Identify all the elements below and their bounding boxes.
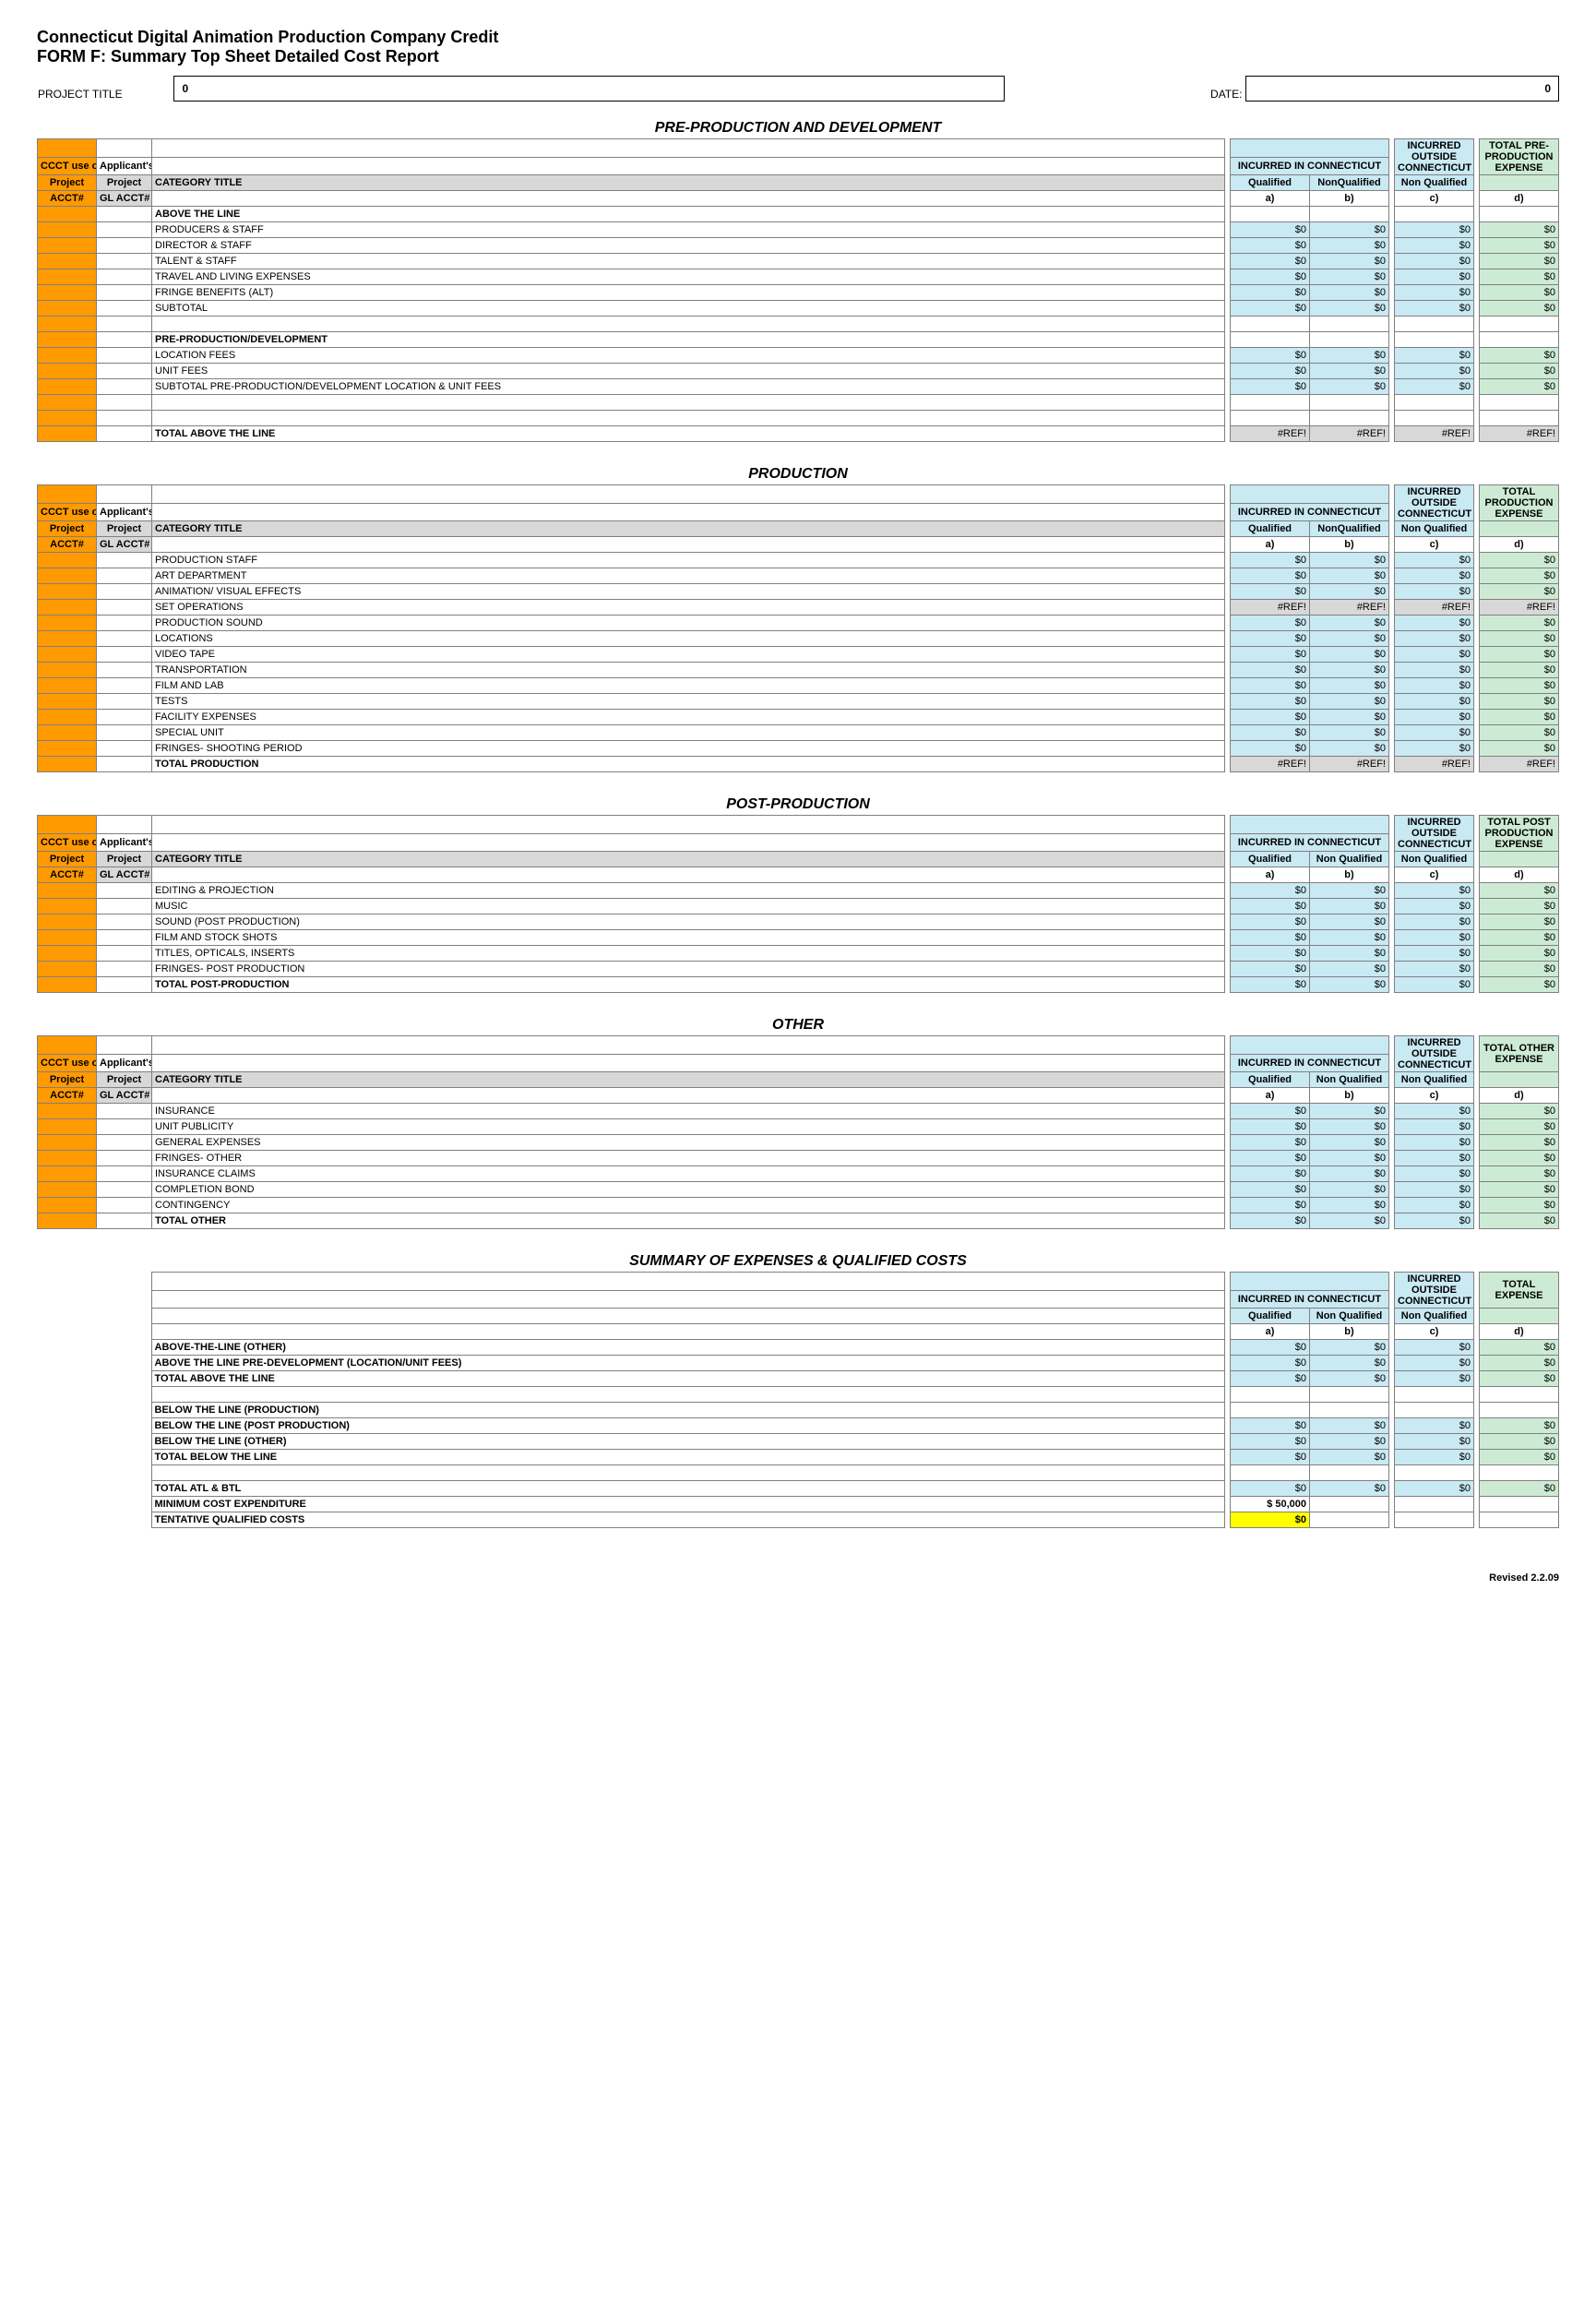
table-row: SOUND (POST PRODUCTION)$0$0$0$0 <box>38 914 1559 930</box>
table-row: BELOW THE LINE (POST PRODUCTION)$0$0$0$0 <box>37 1418 1559 1434</box>
table-row: TOTAL POST-PRODUCTION$0$0$0$0 <box>38 977 1559 993</box>
table-prod: INCURRED OUTSIDE CONNECTICUT TOTAL PRODU… <box>37 484 1559 772</box>
table-row: BELOW THE LINE (PRODUCTION) <box>37 1403 1559 1418</box>
table-row: FRINGES- OTHER$0$0$0$0 <box>38 1151 1559 1166</box>
table-row: FRINGES- SHOOTING PERIOD$0$0$0$0 <box>38 741 1559 757</box>
table-row: SUBTOTAL$0$0$0$0 <box>38 301 1559 317</box>
table-row: ABOVE-THE-LINE (OTHER)$0$0$0$0 <box>37 1340 1559 1356</box>
table-row: MUSIC$0$0$0$0 <box>38 899 1559 914</box>
meta-row: PROJECT TITLE 0 DATE: 0 <box>37 76 1559 102</box>
doc-title: Connecticut Digital Animation Production… <box>37 28 1559 47</box>
table-row: UNIT FEES$0$0$0$0 <box>38 364 1559 379</box>
table-row: FILM AND STOCK SHOTS$0$0$0$0 <box>38 930 1559 946</box>
table-row: TOTAL PRODUCTION#REF!#REF!#REF!#REF! <box>38 757 1559 772</box>
table-row: TALENT & STAFF$0$0$0$0 <box>38 254 1559 269</box>
sections-container: PRE-PRODUCTION AND DEVELOPMENT INCURRED … <box>37 120 1559 1545</box>
table-row: BELOW THE LINE (OTHER)$0$0$0$0 <box>37 1434 1559 1450</box>
table-row: ABOVE THE LINE PRE-DEVELOPMENT (LOCATION… <box>37 1356 1559 1371</box>
section-title-preprod: PRE-PRODUCTION AND DEVELOPMENT <box>37 120 1559 137</box>
table-row: SPECIAL UNIT$0$0$0$0 <box>38 725 1559 741</box>
table-preprod: INCURRED OUTSIDE CONNECTICUT TOTAL PRE-P… <box>37 138 1559 442</box>
table-row: TITLES, OPTICALS, INSERTS$0$0$0$0 <box>38 946 1559 962</box>
table-row: VIDEO TAPE$0$0$0$0 <box>38 647 1559 663</box>
project-title-label: PROJECT TITLE <box>37 77 174 102</box>
table-row: FACILITY EXPENSES$0$0$0$0 <box>38 710 1559 725</box>
table-row: LOCATIONS$0$0$0$0 <box>38 631 1559 647</box>
table-row: EDITING & PROJECTION$0$0$0$0 <box>38 883 1559 899</box>
table-row: SET OPERATIONS#REF!#REF!#REF!#REF! <box>38 600 1559 616</box>
table-row: TOTAL ABOVE THE LINE$0$0$0$0 <box>37 1371 1559 1387</box>
table-row: UNIT PUBLICITY$0$0$0$0 <box>38 1119 1559 1135</box>
table-row: TESTS$0$0$0$0 <box>38 694 1559 710</box>
table-postprod: INCURRED OUTSIDE CONNECTICUT TOTAL POST … <box>37 815 1559 993</box>
date-value: 0 <box>1246 77 1559 102</box>
footer-revised: Revised 2.2.09 <box>37 1572 1559 1584</box>
table-row: ART DEPARTMENT$0$0$0$0 <box>38 568 1559 584</box>
table-row: TOTAL BELOW THE LINE$0$0$0$0 <box>37 1450 1559 1465</box>
date-label: DATE: <box>1181 77 1246 102</box>
section-title-postprod: POST-PRODUCTION <box>37 796 1559 813</box>
section-title-prod: PRODUCTION <box>37 466 1559 483</box>
table-row: MINIMUM COST EXPENDITURE$ 50,000 <box>37 1497 1559 1512</box>
table-row: LOCATION FEES$0$0$0$0 <box>38 348 1559 364</box>
table-row: CONTINGENCY$0$0$0$0 <box>38 1198 1559 1213</box>
table-row: FILM AND LAB$0$0$0$0 <box>38 678 1559 694</box>
section-title-summary: SUMMARY OF EXPENSES & QUALIFIED COSTS <box>37 1253 1559 1270</box>
table-row: TOTAL OTHER$0$0$0$0 <box>38 1213 1559 1229</box>
table-row: TOTAL ATL & BTL$0$0$0$0 <box>37 1481 1559 1497</box>
table-other: INCURRED OUTSIDE CONNECTICUT TOTAL OTHER… <box>37 1035 1559 1229</box>
table-row: TOTAL ABOVE THE LINE#REF!#REF!#REF!#REF! <box>38 426 1559 442</box>
doc-subtitle: FORM F: Summary Top Sheet Detailed Cost … <box>37 47 1559 66</box>
table-row: INSURANCE$0$0$0$0 <box>38 1104 1559 1119</box>
table-row: PRODUCTION SOUND$0$0$0$0 <box>38 616 1559 631</box>
table-row: COMPLETION BOND$0$0$0$0 <box>38 1182 1559 1198</box>
table-row: FRINGES- POST PRODUCTION$0$0$0$0 <box>38 962 1559 977</box>
table-row: DIRECTOR & STAFF$0$0$0$0 <box>38 238 1559 254</box>
table-row: TRAVEL AND LIVING EXPENSES$0$0$0$0 <box>38 269 1559 285</box>
table-row: PRODUCTION STAFF$0$0$0$0 <box>38 553 1559 568</box>
table-row: INSURANCE CLAIMS$0$0$0$0 <box>38 1166 1559 1182</box>
section-title-other: OTHER <box>37 1017 1559 1034</box>
table-summary: INCURRED OUTSIDE CONNECTICUT TOTAL EXPEN… <box>37 1272 1559 1528</box>
table-row: GENERAL EXPENSES$0$0$0$0 <box>38 1135 1559 1151</box>
table-row: ANIMATION/ VISUAL EFFECTS$0$0$0$0 <box>38 584 1559 600</box>
table-row: FRINGE BENEFITS (ALT)$0$0$0$0 <box>38 285 1559 301</box>
table-row: TENTATIVE QUALIFIED COSTS$0 <box>37 1512 1559 1528</box>
project-title-value: 0 <box>174 77 1005 102</box>
table-row: SUBTOTAL PRE-PRODUCTION/DEVELOPMENT LOCA… <box>38 379 1559 395</box>
table-row: PRODUCERS & STAFF$0$0$0$0 <box>38 222 1559 238</box>
table-row: TRANSPORTATION$0$0$0$0 <box>38 663 1559 678</box>
